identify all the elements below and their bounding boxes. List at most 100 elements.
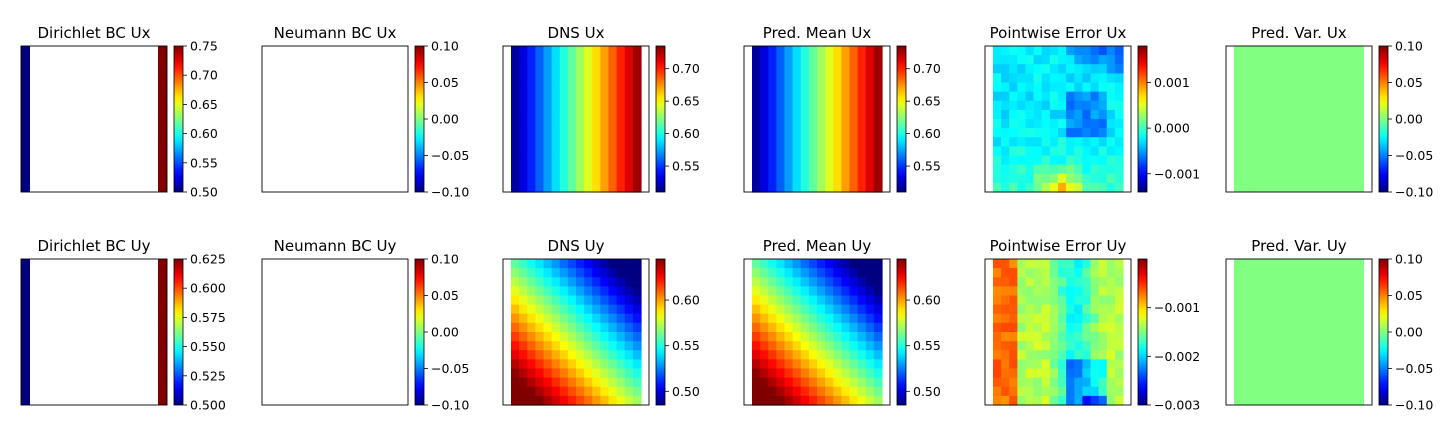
colorbar-tick-label: −0.002 [1154,349,1200,364]
heatmap-cell [1001,377,1010,388]
heatmap-cell [551,386,561,397]
heatmap-cell [1114,304,1124,315]
heatmap-cell [849,100,859,111]
bc-strip-right [158,46,167,192]
heatmap-cell [865,109,875,120]
heatmap-cell [511,386,520,397]
heatmap-cell [543,146,553,157]
heatmap-cell [865,137,875,147]
heatmap-cell [1114,386,1124,397]
heatmap-cell [792,286,802,297]
heatmap-cell [849,386,859,397]
heatmap-cell [551,146,561,157]
heatmap-cell [1017,350,1027,360]
heatmap-cell [592,386,601,397]
subplot-11: Pointwise Error Uy−0.003−0.002−0.001 [984,237,1200,413]
heatmap-cell [768,304,777,315]
heatmap-cell [857,155,867,166]
heatmap-cell [776,146,786,157]
heatmap-cell [1082,395,1092,406]
heatmap-cell [1041,395,1051,406]
heatmap-cell [825,100,834,111]
heatmap-cell [551,341,561,351]
heatmap-cell [768,46,777,56]
heatmap-cell [1041,109,1051,120]
heatmap-cell [1058,295,1067,306]
heatmap-cell [519,137,528,147]
colorbar-tick-label: 0.05 [431,288,459,303]
heatmap-cell [543,368,553,379]
heatmap-cell [632,173,642,184]
heatmap-cell [608,64,618,74]
heatmap-cell [1090,100,1100,111]
heatmap-cell [519,341,528,351]
heatmap-cell [752,359,761,370]
colorbar-tick-label: 0.70 [190,68,218,83]
heatmap-cell [792,137,802,147]
heatmap-cell [584,55,593,65]
heatmap-cell [1049,350,1059,360]
heatmap-cell [849,341,859,351]
heatmap-cell [1033,155,1043,166]
heatmap-cell [993,295,1002,306]
heatmap-cell [600,173,610,184]
heatmap-cell [616,137,626,147]
heatmap-cell [800,386,810,397]
heatmap-cell [873,164,883,175]
heatmap-cell [1114,46,1124,56]
colorbar-tick-label: 0.50 [672,384,700,399]
heatmap-cell [567,350,577,360]
heatmap-cell [768,295,777,306]
heatmap-cell [849,377,859,388]
heatmap-cell [1049,91,1059,102]
heatmap-cell [519,377,528,388]
heatmap-cell [1025,268,1035,278]
colorbar-tick-label: 0.10 [431,39,459,54]
heatmap-cell [1082,341,1092,351]
heatmap-cell [1049,368,1059,379]
heatmap-cell [543,268,553,278]
heatmap-cell [1017,341,1027,351]
heatmap-cell [841,295,851,306]
heatmap-cell [1049,119,1059,129]
heatmap-cell [1017,277,1027,287]
heatmap-cell [592,64,601,74]
heatmap-cell [1049,277,1059,287]
heatmap-cell [808,322,818,333]
heatmap-cell [551,395,561,406]
heatmap-cell [1082,368,1092,379]
colorbar [1137,45,1148,193]
heatmap-cell [1066,155,1075,166]
heatmap-cell [784,164,794,175]
heatmap-cell [800,359,810,370]
heatmap-cell [535,268,545,278]
heatmap-cell [1074,91,1083,102]
heatmap-cell [576,82,585,93]
heatmap-cell [792,295,802,306]
heatmap-cell [1090,359,1100,370]
heatmap-cell [865,359,875,370]
heatmap-cell [1025,55,1035,65]
heatmap-cell [1025,286,1035,297]
heatmap-cell [543,91,553,102]
heatmap-cell [559,82,569,93]
colorbar [414,45,425,193]
heatmap-cell [527,119,536,129]
heatmap-cell [857,82,867,93]
heatmap-cell [1106,155,1116,166]
heatmap-cell [567,277,577,287]
heatmap-cell [551,73,561,84]
heatmap-cell [1001,173,1010,184]
heatmap-cell [833,164,842,175]
colorbar-tick-label: 0.70 [672,61,700,76]
heatmap-cell [1082,164,1092,175]
heatmap-cell [784,295,794,306]
heatmap-cell [808,173,818,184]
heatmap-cell [1082,73,1092,84]
heatmap-cell [519,182,528,193]
heatmap-cell [1114,350,1124,360]
heatmap-cell [776,313,786,324]
heatmap-cell [865,73,875,84]
heatmap-cell [1106,386,1116,397]
heatmap-cell [808,100,818,111]
